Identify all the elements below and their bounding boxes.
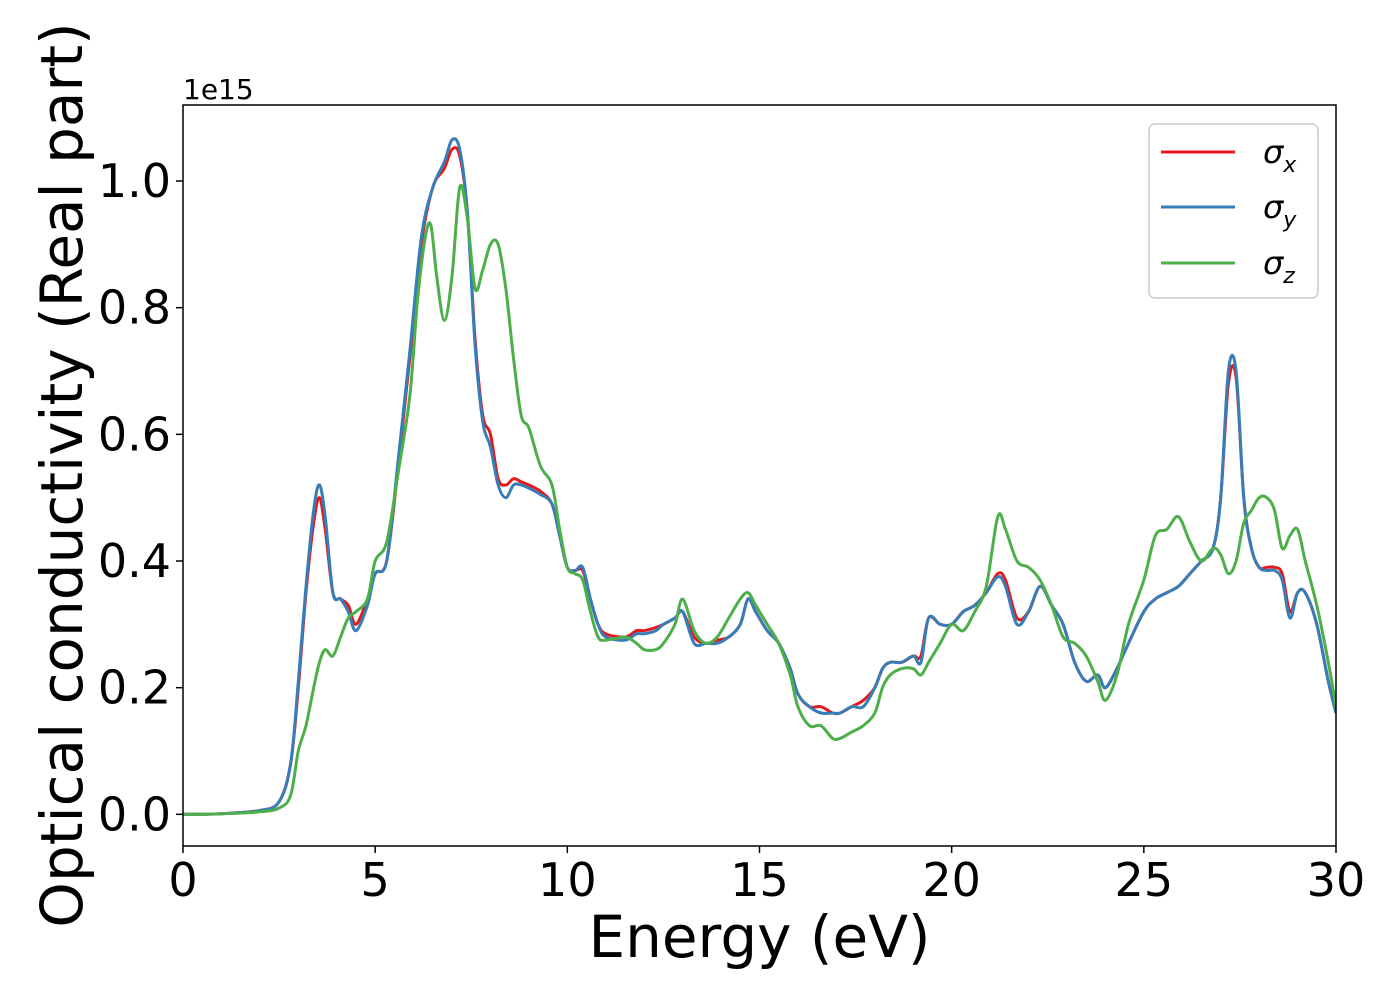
legend-subscript: x xyxy=(1282,153,1297,178)
series-line-z xyxy=(183,183,1336,816)
legend-subscript: y xyxy=(1282,208,1297,233)
x-axis-label: Energy (eV) xyxy=(588,903,930,971)
legend-subscript: z xyxy=(1282,264,1295,289)
x-tick-label: 5 xyxy=(361,853,390,907)
y-tick-label: 0.4 xyxy=(98,534,171,588)
legend-box xyxy=(1148,123,1319,299)
y-tick-label: 0.2 xyxy=(98,661,171,715)
y-axis-ticks: 0.0 0.2 0.4 0.6 0.8 1.0 xyxy=(98,154,183,841)
x-axis-ticks: 0 5 10 15 20 25 30 xyxy=(168,846,1365,907)
x-tick-label: 0 xyxy=(168,853,197,907)
series-lines xyxy=(183,137,1336,816)
series-line-y xyxy=(183,137,1336,816)
x-tick-label: 25 xyxy=(1115,853,1174,907)
x-tick-label: 15 xyxy=(730,853,789,907)
y-axis-label: Optical conductivity (Real part) xyxy=(28,22,96,927)
x-tick-label: 20 xyxy=(922,853,981,907)
y-offset-text: 1e15 xyxy=(183,73,254,106)
x-tick-label: 30 xyxy=(1307,853,1366,907)
y-tick-label: 1.0 xyxy=(98,154,171,208)
y-tick-label: 0.8 xyxy=(98,281,171,335)
y-tick-label: 0.0 xyxy=(98,787,171,841)
y-tick-label: 0.6 xyxy=(98,407,171,461)
x-tick-label: 10 xyxy=(538,853,597,907)
